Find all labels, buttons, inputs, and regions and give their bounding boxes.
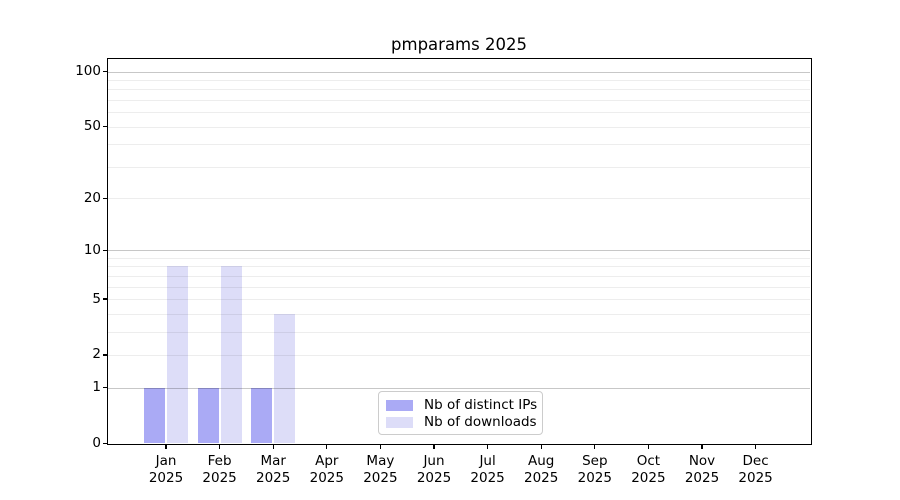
gridline-minor-40 bbox=[108, 144, 810, 146]
x-tick-label-jun: Jun 2025 bbox=[402, 453, 466, 487]
x-tick-year: 2025 bbox=[256, 470, 291, 486]
gridline-major-10 bbox=[108, 250, 810, 252]
gridline-minor-80 bbox=[108, 89, 810, 91]
x-tick-month: Mar bbox=[260, 453, 286, 469]
x-tick-year: 2025 bbox=[363, 470, 398, 486]
bar-downloads-feb bbox=[220, 266, 242, 444]
x-tick-label-aug: Aug 2025 bbox=[509, 453, 573, 487]
y-tick-label-2: 2 bbox=[92, 346, 101, 363]
x-tick-month: May bbox=[366, 453, 395, 469]
x-tickmark-mar bbox=[272, 445, 274, 449]
x-tick-label-mar: Mar 2025 bbox=[241, 453, 305, 487]
y-tickmark-1 bbox=[103, 386, 107, 389]
y-tick-label-0: 0 bbox=[92, 435, 101, 451]
x-tick-label-nov: Nov 2025 bbox=[670, 453, 734, 487]
x-tick-year: 2025 bbox=[684, 470, 720, 486]
y-tickmark-10 bbox=[103, 249, 107, 251]
gridline-major-100 bbox=[108, 71, 810, 73]
x-tickmark-apr bbox=[326, 445, 328, 449]
y-tickmark-0 bbox=[103, 442, 107, 445]
x-tick-month: Sep bbox=[582, 453, 608, 469]
chart-title: pmparams 2025 bbox=[391, 35, 527, 54]
x-tickmark-oct bbox=[647, 445, 650, 449]
x-tick-year: 2025 bbox=[738, 470, 773, 486]
gridline-minor-2 bbox=[108, 354, 810, 356]
legend-label-distinct-ips: Nb of distinct IPs bbox=[424, 397, 538, 413]
y-tickmark-20 bbox=[103, 197, 107, 199]
x-tickmark-dec bbox=[754, 445, 757, 449]
gridline-minor-9 bbox=[108, 258, 810, 259]
x-tick-month: Jun bbox=[423, 453, 445, 469]
gridline-minor-4 bbox=[108, 313, 810, 315]
y-tick-label-5: 5 bbox=[92, 290, 101, 307]
gridline-minor-50 bbox=[108, 126, 810, 128]
legend-swatch-distinct-ips bbox=[386, 400, 413, 411]
bar-distinct-ips-mar bbox=[251, 387, 273, 444]
x-tickmark-jun bbox=[433, 445, 435, 449]
y-tick-label-50: 50 bbox=[83, 118, 101, 135]
x-tick-label-oct: Oct 2025 bbox=[616, 453, 680, 487]
x-tick-label-may: May 2025 bbox=[348, 453, 412, 487]
y-tickmark-5 bbox=[103, 298, 107, 300]
y-tickmark-100 bbox=[103, 71, 107, 73]
x-tick-label-apr: Apr 2025 bbox=[295, 453, 359, 487]
x-tick-month: Aug bbox=[528, 453, 555, 469]
x-tick-label-sep: Sep 2025 bbox=[563, 453, 627, 487]
gridline-minor-6 bbox=[108, 286, 810, 288]
bar-downloads-jan bbox=[167, 266, 188, 444]
x-tick-year: 2025 bbox=[577, 470, 612, 486]
plot-area bbox=[108, 59, 810, 444]
x-tick-month: Jan bbox=[155, 453, 177, 469]
gridline-minor-5 bbox=[108, 299, 810, 301]
legend: Nb of distinct IPs Nb of downloads bbox=[378, 391, 543, 435]
bar-distinct-ips-jan bbox=[144, 387, 165, 444]
x-tick-month: Apr bbox=[315, 453, 339, 469]
legend-item-downloads: Nb of downloads bbox=[379, 414, 542, 431]
gridline-minor-70 bbox=[108, 100, 810, 102]
x-tick-month: Feb bbox=[207, 453, 232, 469]
gridline-minor-20 bbox=[108, 198, 810, 200]
y-tickmark-50 bbox=[103, 126, 107, 128]
gridline-minor-60 bbox=[108, 112, 810, 114]
x-tick-year: 2025 bbox=[148, 470, 184, 486]
x-tick-year: 2025 bbox=[416, 470, 452, 486]
legend-label-downloads: Nb of downloads bbox=[424, 414, 537, 430]
x-tickmark-sep bbox=[594, 445, 596, 449]
gridline-major-1 bbox=[108, 387, 810, 389]
x-tick-month: Nov bbox=[688, 453, 716, 469]
gridline-minor-3 bbox=[108, 331, 810, 333]
y-tick-label-10: 10 bbox=[83, 241, 101, 258]
x-tick-year: 2025 bbox=[202, 470, 237, 486]
x-tickmark-nov bbox=[701, 445, 703, 449]
x-tickmark-feb bbox=[218, 445, 221, 449]
x-tick-year: 2025 bbox=[470, 470, 505, 486]
y-tick-label-20: 20 bbox=[83, 189, 101, 206]
x-tick-label-jul: Jul 2025 bbox=[456, 453, 520, 487]
x-tick-month: Dec bbox=[742, 453, 769, 469]
y-tick-label-100: 100 bbox=[75, 63, 101, 80]
x-tick-year: 2025 bbox=[631, 470, 666, 486]
y-tickmark-2 bbox=[103, 354, 107, 356]
x-tickmark-jan bbox=[165, 445, 167, 449]
x-tickmark-jul bbox=[486, 445, 489, 449]
x-tick-label-jan: Jan 2025 bbox=[134, 453, 198, 487]
gridline-minor-30 bbox=[108, 166, 810, 168]
x-tick-label-dec: Dec 2025 bbox=[724, 453, 788, 487]
y-tick-label-1: 1 bbox=[92, 379, 101, 396]
gridline-minor-7 bbox=[108, 275, 810, 277]
bar-distinct-ips-feb bbox=[197, 387, 219, 444]
x-tick-month: Oct bbox=[636, 453, 661, 469]
x-tick-label-feb: Feb 2025 bbox=[188, 453, 252, 487]
gridline-minor-8 bbox=[108, 266, 810, 268]
gridline-minor-90 bbox=[108, 80, 810, 82]
legend-swatch-downloads bbox=[386, 417, 413, 428]
x-tickmark-may bbox=[379, 445, 382, 449]
legend-item-distinct-ips: Nb of distinct IPs bbox=[379, 397, 542, 414]
x-tick-month: Jul bbox=[479, 453, 496, 469]
x-tick-year: 2025 bbox=[524, 470, 559, 486]
x-tick-year: 2025 bbox=[309, 470, 344, 486]
x-tickmark-aug bbox=[540, 445, 542, 449]
bar-downloads-mar bbox=[274, 313, 296, 444]
